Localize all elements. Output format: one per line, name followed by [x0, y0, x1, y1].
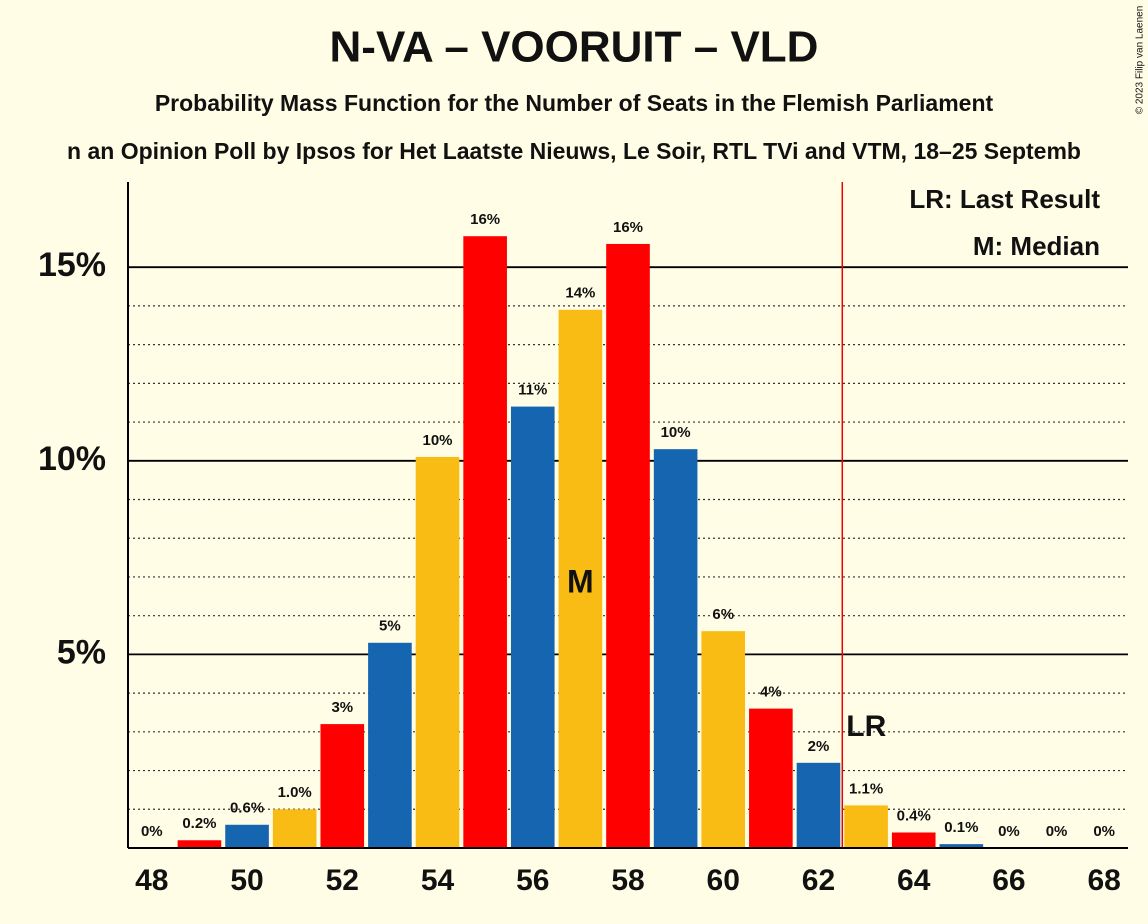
bar [749, 708, 793, 848]
chart-subtitle: n an Opinion Poll by Ipsos for Het Laats… [67, 138, 1081, 164]
bar [177, 840, 222, 848]
bar [701, 631, 746, 848]
value-label: 1.1% [849, 780, 883, 797]
bar [939, 844, 984, 848]
value-label: 3% [331, 699, 353, 716]
y-tick-label: 15% [38, 246, 106, 284]
x-tick-label: 68 [1088, 864, 1121, 897]
copyright: © 2023 Filip van Laenen [1135, 6, 1146, 115]
value-label: 0% [1093, 823, 1115, 840]
value-label: 10% [661, 424, 691, 441]
legend-entry: M: Median [973, 231, 1100, 261]
bar [510, 406, 555, 848]
x-tick-label: 62 [802, 864, 835, 897]
x-tick-label: 64 [897, 864, 931, 897]
x-tick-label: 50 [230, 864, 263, 897]
x-tick-label: 60 [707, 864, 740, 897]
value-label: 14% [565, 285, 595, 302]
value-label: 0% [141, 823, 163, 840]
y-tick-label: 5% [57, 633, 106, 671]
chart-title: N-VA – VOORUIT – VLD [330, 23, 819, 72]
value-label: 1.0% [278, 784, 312, 801]
median-marker: M [567, 563, 594, 599]
value-label: 2% [808, 738, 830, 755]
bar [558, 309, 603, 849]
bar [844, 805, 888, 848]
x-tick-label: 52 [326, 864, 359, 897]
x-tick-label: 56 [516, 864, 549, 897]
value-label: 0% [998, 823, 1020, 840]
bar [463, 236, 507, 849]
legend-entry: LR: Last Result [909, 184, 1100, 214]
value-label: 0.2% [182, 815, 216, 832]
value-label: 0.4% [897, 807, 931, 824]
chart-subtitle: Probability Mass Function for the Number… [155, 90, 994, 116]
value-label: 0.1% [944, 819, 978, 836]
value-label: 5% [379, 618, 401, 635]
value-label: 0% [1046, 823, 1068, 840]
value-label: 10% [423, 432, 453, 449]
bar [891, 832, 936, 848]
x-tick-label: 48 [135, 864, 168, 897]
bar [796, 762, 841, 848]
bar [272, 809, 317, 848]
x-tick-label: 54 [421, 864, 455, 897]
bar [415, 456, 460, 848]
y-tick-label: 10% [38, 440, 106, 478]
bar [368, 642, 412, 848]
last-result-marker: LR [846, 710, 886, 743]
value-label: 16% [470, 211, 500, 228]
x-tick-label: 66 [992, 864, 1025, 897]
bar [606, 243, 650, 848]
x-tick-label: 58 [611, 864, 644, 897]
bar [653, 449, 698, 848]
bar [225, 824, 269, 848]
value-label: 11% [518, 382, 547, 399]
value-label: 6% [712, 606, 734, 623]
bar [320, 724, 365, 848]
value-label: 4% [760, 684, 782, 701]
value-label: 0.6% [230, 800, 264, 817]
value-label: 16% [613, 219, 643, 236]
